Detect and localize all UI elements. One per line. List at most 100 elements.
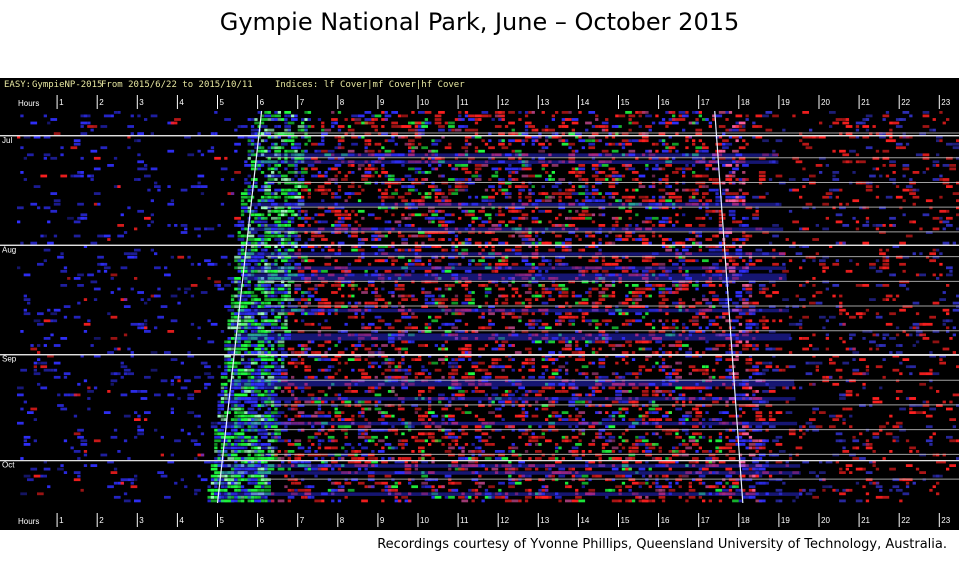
index-cell xyxy=(207,149,215,153)
index-cell xyxy=(635,301,639,305)
index-cell xyxy=(474,121,479,125)
index-cell xyxy=(765,319,769,323)
index-cell xyxy=(123,368,131,372)
index-cell xyxy=(872,156,880,160)
index-cell xyxy=(788,322,796,326)
index-cell xyxy=(528,361,535,365)
index-cell xyxy=(695,121,699,125)
index-cell xyxy=(494,171,499,174)
index-cell xyxy=(498,213,505,217)
index-cell xyxy=(498,178,502,181)
index-cell xyxy=(882,164,886,167)
index-cell xyxy=(347,333,352,337)
index-cell xyxy=(83,322,91,326)
index-cell xyxy=(294,238,302,241)
index-cell xyxy=(284,156,288,160)
index-cell xyxy=(735,252,743,256)
index-cell xyxy=(561,337,565,340)
index-cell xyxy=(224,354,231,358)
index-cell xyxy=(738,340,743,344)
index-cell xyxy=(294,206,302,210)
index-cell xyxy=(595,301,602,305)
index-cell xyxy=(267,185,271,188)
index-cell xyxy=(618,114,626,118)
index-cell xyxy=(471,227,475,231)
index-cell xyxy=(424,195,432,199)
index-cell xyxy=(685,167,692,171)
index-cell xyxy=(384,305,388,308)
index-cell xyxy=(598,358,606,361)
index-cell xyxy=(37,351,41,354)
index-cell xyxy=(254,185,258,188)
index-cell xyxy=(441,195,449,199)
index-cell xyxy=(401,361,405,365)
index-cell xyxy=(581,280,589,284)
index-cell xyxy=(645,227,652,231)
index-cell xyxy=(698,156,702,160)
index-cell xyxy=(785,305,789,308)
index-cell xyxy=(922,322,926,326)
index-cell xyxy=(177,287,181,291)
index-cell xyxy=(291,181,295,185)
index-cell xyxy=(528,333,532,337)
index-cell xyxy=(795,294,799,298)
index-cell xyxy=(621,202,626,206)
index-cell xyxy=(618,238,622,241)
index-cell xyxy=(745,291,753,294)
index-cell xyxy=(468,372,475,376)
index-cell xyxy=(832,284,840,287)
index-cell xyxy=(421,287,425,291)
index-cell xyxy=(244,273,251,277)
index-cell xyxy=(952,301,959,305)
index-cell xyxy=(160,379,168,383)
index-cell xyxy=(879,248,883,252)
index-cell xyxy=(595,326,599,330)
index-cell xyxy=(862,181,870,185)
index-cell xyxy=(578,164,586,167)
index-cell xyxy=(167,330,175,333)
index-cell xyxy=(391,153,398,157)
index-cell xyxy=(110,315,118,319)
index-cell xyxy=(488,322,495,326)
index-cell xyxy=(301,160,305,164)
index-cell xyxy=(271,312,275,316)
index-cell xyxy=(491,167,499,171)
index-cell xyxy=(441,361,445,365)
index-cell xyxy=(294,266,298,270)
index-cell xyxy=(468,160,472,164)
index-cell xyxy=(682,326,686,330)
index-cell xyxy=(568,340,572,344)
index-cell xyxy=(628,216,632,220)
index-cell xyxy=(661,269,669,273)
index-cell xyxy=(234,315,238,319)
index-cell xyxy=(434,344,438,347)
index-cell xyxy=(454,330,459,333)
index-cell xyxy=(287,280,295,284)
index-cell xyxy=(404,224,412,227)
index-cell xyxy=(702,118,709,121)
index-cell xyxy=(491,174,499,178)
index-cell xyxy=(287,312,295,316)
index-cell xyxy=(464,308,472,312)
index-cell xyxy=(267,340,271,344)
index-cell xyxy=(628,149,636,153)
index-cell xyxy=(946,185,953,188)
index-cell xyxy=(524,284,532,287)
index-cell xyxy=(284,248,288,252)
index-cell xyxy=(37,382,41,386)
index-cell xyxy=(387,195,395,199)
index-cell xyxy=(408,379,415,383)
index-cell xyxy=(93,337,101,340)
index-cell xyxy=(942,291,946,294)
index-cell xyxy=(73,234,81,238)
index-cell xyxy=(725,333,729,337)
index-cell xyxy=(909,220,916,224)
index-cell xyxy=(424,111,432,114)
index-cell xyxy=(668,277,672,280)
index-cell xyxy=(608,160,612,164)
index-cell xyxy=(491,153,495,157)
index-cell xyxy=(742,125,746,128)
index-cell xyxy=(531,238,535,241)
index-cell xyxy=(865,181,873,185)
index-cell xyxy=(535,206,539,210)
